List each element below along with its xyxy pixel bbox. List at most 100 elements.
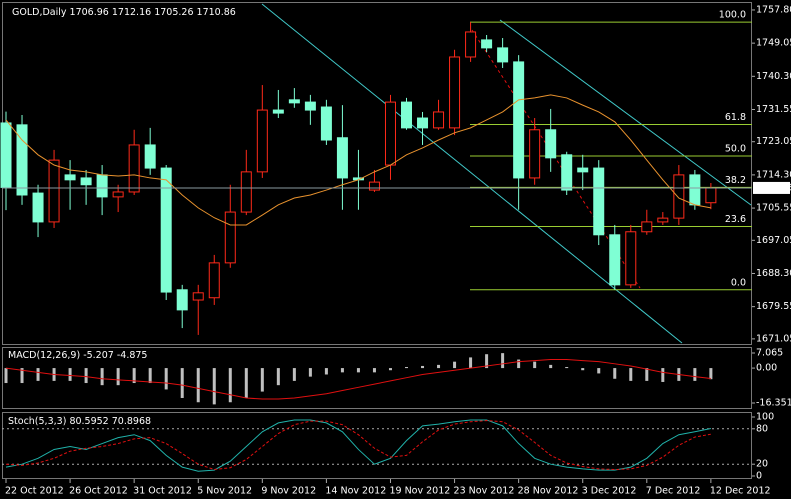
y-tick-label: 1697.05 [756,235,791,246]
y-tick-label: 1671.05 [756,333,791,344]
x-tick-label: 22 Oct 2012 [5,486,64,497]
macd-bar [661,368,665,382]
macd-bar [20,368,24,384]
macd-bar [613,368,617,379]
macd-bar [421,365,425,369]
candle-body [673,174,685,219]
macd-bar [340,368,344,373]
macd-title: MACD(12,26,9) [8,350,80,361]
macd-bar [260,368,264,392]
y-tick-label: 1679.55 [756,301,791,312]
x-tick-label: 7 Dec 2012 [646,486,701,497]
channel-line [499,19,752,206]
y-tick-label: -16.351 [756,398,791,409]
stoch-signal [5,420,711,471]
macd-bar [581,368,585,371]
candle-body [288,99,300,104]
macd-bar [709,368,713,380]
y-tick-label: 0.00 [756,363,777,374]
x-tick-label: 14 Nov 2012 [325,486,386,497]
candle-body [144,144,156,169]
macd-bar [308,368,312,377]
macd-bar [453,361,457,369]
macd-bar [356,368,360,373]
candle-body [192,292,204,301]
y-tick-label: 1757.80 [756,4,791,15]
macd-bar [372,368,376,373]
macd-bar [437,364,441,369]
candle-body [160,167,172,293]
stoch-main-value: 80.5952 [69,416,108,427]
macd-bar [84,368,88,384]
y-tick-label: 1740.30 [756,71,791,82]
x-tick-label: 23 Nov 2012 [454,486,515,497]
candle-body [112,191,124,198]
candle-body [529,129,541,179]
macd-bar [244,368,248,398]
macd-bar [645,368,649,381]
x-tick-label: 19 Nov 2012 [389,486,450,497]
macd-bar [533,361,537,369]
candle-body [513,61,525,179]
macd-bar [276,368,280,386]
candle-body [465,31,477,58]
candle-body [32,192,44,223]
macd-panel [2,347,752,409]
macd-bar [292,368,296,381]
macd-bar [228,368,232,403]
x-tick-label: 26 Oct 2012 [69,486,128,497]
candle-body [625,231,637,286]
candle-body [208,262,220,299]
close-value: 1710.86 [197,7,236,18]
price-box [753,181,790,194]
candle-body [689,174,701,206]
x-tick-label: 28 Nov 2012 [518,486,579,497]
macd-bar [405,367,408,369]
candle-body [256,109,268,173]
macd-header: MACD(12,26,9) -5.207 -4.875 [8,350,147,361]
fib-label: 100.0 [719,10,746,21]
candle-body [384,101,396,166]
y-tick-label: 1731.55 [756,104,791,115]
candle-body [609,234,621,286]
candle-body [577,167,589,173]
y-tick-label: 1705.55 [756,203,791,214]
x-tick-label: 31 Oct 2012 [133,486,192,497]
y-tick-label: 1688.30 [756,268,791,279]
macd-bar [485,354,489,369]
candle-body [641,221,653,233]
macd-bar [132,368,136,384]
candle-body [657,217,669,223]
macd-bar [597,368,601,374]
candle-body [705,187,717,204]
candle-body [593,167,605,236]
candle-body [128,144,140,193]
signal-value: -4.875 [117,350,148,361]
candle-body [545,129,557,159]
macd-bar [212,368,216,405]
fib-label: 61.8 [725,112,746,123]
candle-body [401,101,412,129]
y-tick-label: 80 [756,423,768,434]
moving-average [5,94,711,226]
y-tick-label: 20 [756,459,768,470]
macd-value: -5.207 [83,350,114,361]
candle-body [96,174,108,198]
candle-body [16,124,28,196]
candle-body [304,101,316,111]
macd-bar [116,368,120,386]
candle-body [176,289,188,311]
macd-bar [100,368,104,386]
low-value: 1705.26 [154,7,193,18]
candle-body [433,111,445,129]
candle-body [320,106,332,141]
stoch-header: Stoch(5,3,3) 80.5952 70.8968 [8,416,151,427]
candle-body [272,109,284,114]
channel-line [261,3,683,344]
candle-body [48,159,60,223]
candle-body [449,56,461,129]
candle-body [80,177,92,186]
y-tick-label: 1714.30 [756,169,791,180]
macd-bar [565,367,569,369]
